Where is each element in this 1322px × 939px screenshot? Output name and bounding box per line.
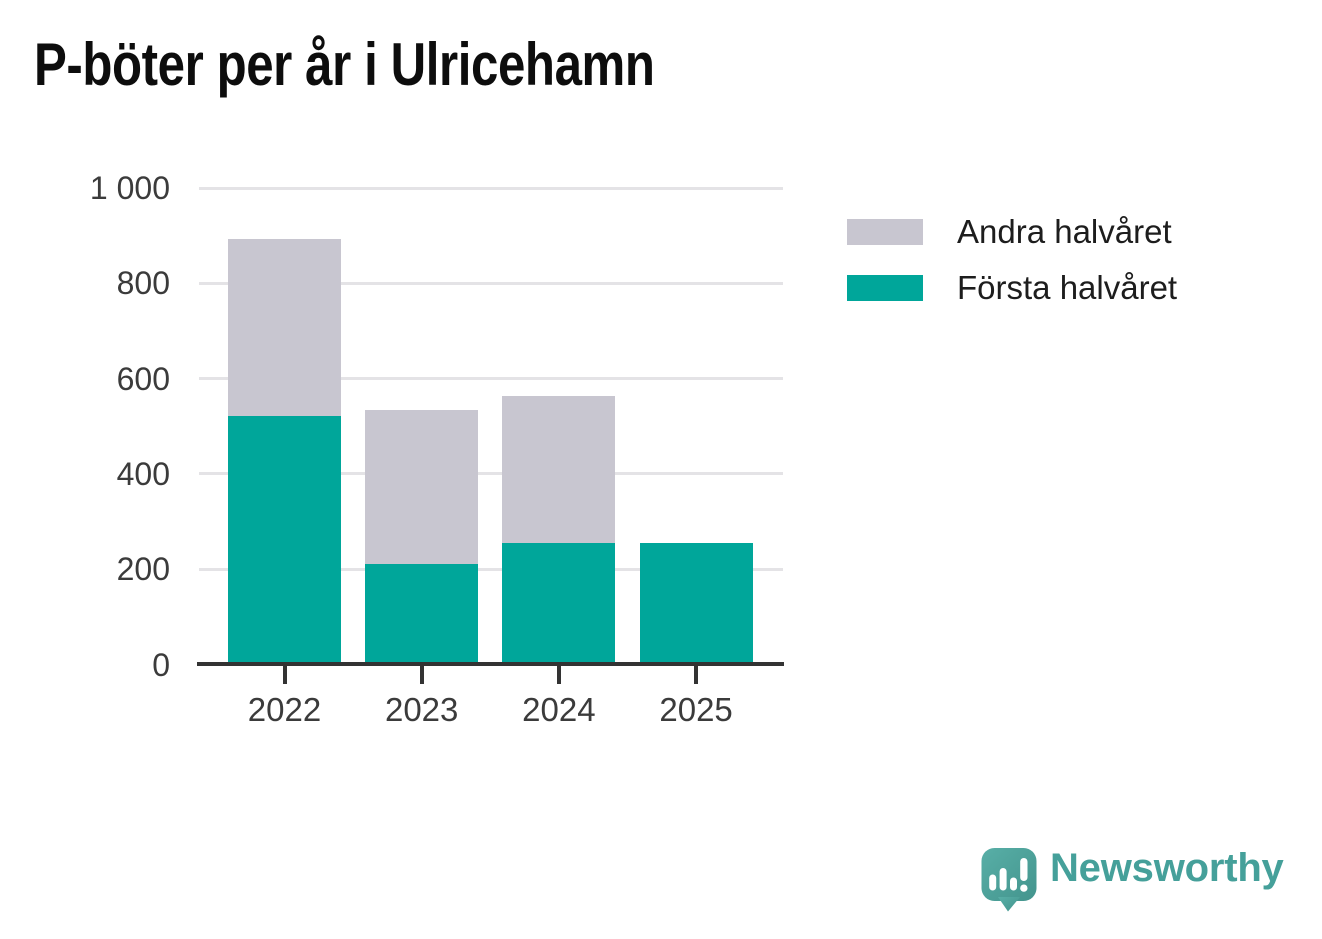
x-tick-2022 bbox=[282, 665, 287, 684]
newsworthy-speech-bubble-bar-chart-icon bbox=[981, 848, 1037, 912]
bar-2023-andra-halvaret bbox=[365, 410, 479, 565]
legend-item-forsta-halvaret: Första halvåret bbox=[847, 269, 1177, 306]
y-tick-label-800: 800 bbox=[116, 265, 170, 302]
bar-2022-forsta-halvaret bbox=[228, 415, 341, 665]
bar-2024-forsta-halvaret bbox=[502, 542, 616, 665]
chart-title: P-böter per år i Ulricehamn bbox=[34, 31, 655, 98]
y-tick-label-600: 600 bbox=[116, 360, 170, 397]
y-tick-label-0: 0 bbox=[152, 646, 170, 683]
gridline-800 bbox=[199, 281, 783, 285]
legend-item-andra-halvaret: Andra halvåret bbox=[847, 213, 1177, 250]
x-tick-label-2023: 2023 bbox=[384, 691, 459, 728]
bar-2024-andra-halvaret bbox=[502, 396, 616, 543]
newsworthy-logo-text: Newsworthy bbox=[1050, 846, 1284, 890]
legend: Andra halvåret Första halvåret bbox=[847, 213, 1177, 331]
gridline-600 bbox=[199, 377, 783, 381]
legend-swatch-andra-halvaret bbox=[847, 219, 923, 245]
x-tick-label-2024: 2024 bbox=[522, 691, 596, 728]
y-tick-label-400: 400 bbox=[116, 455, 170, 492]
gridline-400 bbox=[199, 472, 783, 476]
bar-2025-forsta-halvaret bbox=[639, 542, 753, 665]
x-tick-2025 bbox=[694, 665, 699, 684]
x-axis-line bbox=[197, 661, 784, 666]
bar-2022-andra-halvaret bbox=[228, 239, 341, 416]
legend-label-forsta-halvaret: Första halvåret bbox=[957, 269, 1178, 306]
gridline-200 bbox=[199, 567, 783, 571]
legend-swatch-forsta-halvaret bbox=[847, 275, 923, 301]
y-tick-label-1000: 1 000 bbox=[89, 170, 170, 206]
gridline-1000 bbox=[199, 186, 783, 190]
x-tick-label-2022: 2022 bbox=[247, 691, 322, 728]
x-tick-2024 bbox=[556, 665, 561, 684]
y-tick-label-200: 200 bbox=[116, 551, 170, 588]
x-tick-label-2025: 2025 bbox=[659, 691, 733, 728]
legend-label-andra-halvaret: Andra halvåret bbox=[957, 213, 1172, 250]
x-tick-2023 bbox=[419, 665, 424, 684]
bar-2023-forsta-halvaret bbox=[365, 564, 479, 665]
